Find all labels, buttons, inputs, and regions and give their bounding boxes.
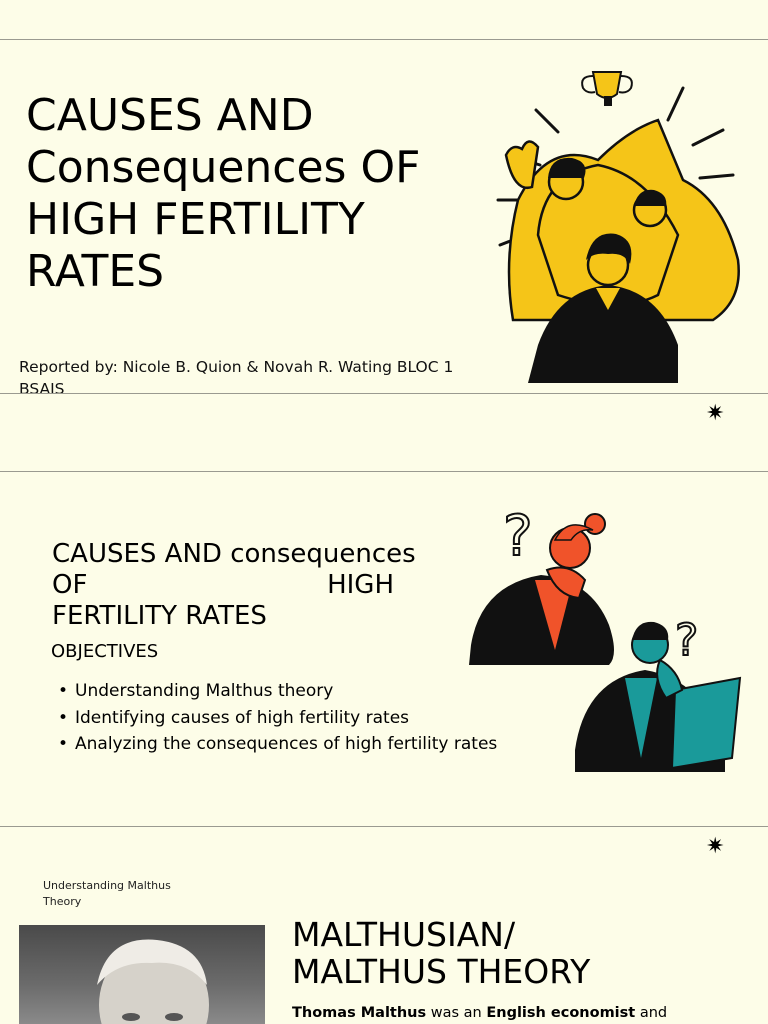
slide1-title: CAUSES AND Consequences OF HIGH FERTILIT…	[26, 90, 421, 297]
sparkle-icon: ✷	[706, 834, 725, 859]
svg-text:?: ?	[503, 504, 533, 569]
question-mark-icon: ?	[502, 503, 534, 570]
question-mark-icon: ?	[674, 614, 699, 667]
bold-name: Thomas Malthus	[292, 1005, 427, 1021]
sparkle-icon: ✷	[706, 401, 725, 426]
slide3-title: MALTHUSIAN/ MALTHUS THEORY	[292, 915, 591, 991]
list-item: Identifying causes of high fertility rat…	[58, 705, 508, 732]
objectives-list: Understanding Malthus theory Identifying…	[58, 678, 508, 758]
list-item: Analyzing the consequences of high ferti…	[58, 731, 508, 758]
svg-text:?: ?	[675, 615, 698, 666]
thinking-people-illustration: ? ?	[469, 503, 742, 772]
celebrating-team-illustration	[496, 71, 740, 383]
slide-divider-1	[0, 393, 768, 394]
slide-divider-2	[0, 471, 768, 472]
slide3-body-text: Thomas Malthus was an English economist …	[292, 1005, 668, 1021]
trophy-icon	[581, 71, 633, 106]
slide-divider-3	[0, 826, 768, 827]
bold-profession: English economist	[486, 1005, 636, 1021]
thomas-malthus-portrait	[19, 925, 265, 1024]
portrait-image	[97, 939, 209, 1024]
slide-divider-top	[0, 39, 768, 40]
slide2-title: CAUSES AND consequences OF HIGH FERTILITY…	[52, 539, 416, 631]
objectives-heading: OBJECTIVES	[51, 641, 159, 662]
list-item: Understanding Malthus theory	[58, 678, 508, 705]
section-label: Understanding Malthus Theory	[43, 879, 171, 908]
